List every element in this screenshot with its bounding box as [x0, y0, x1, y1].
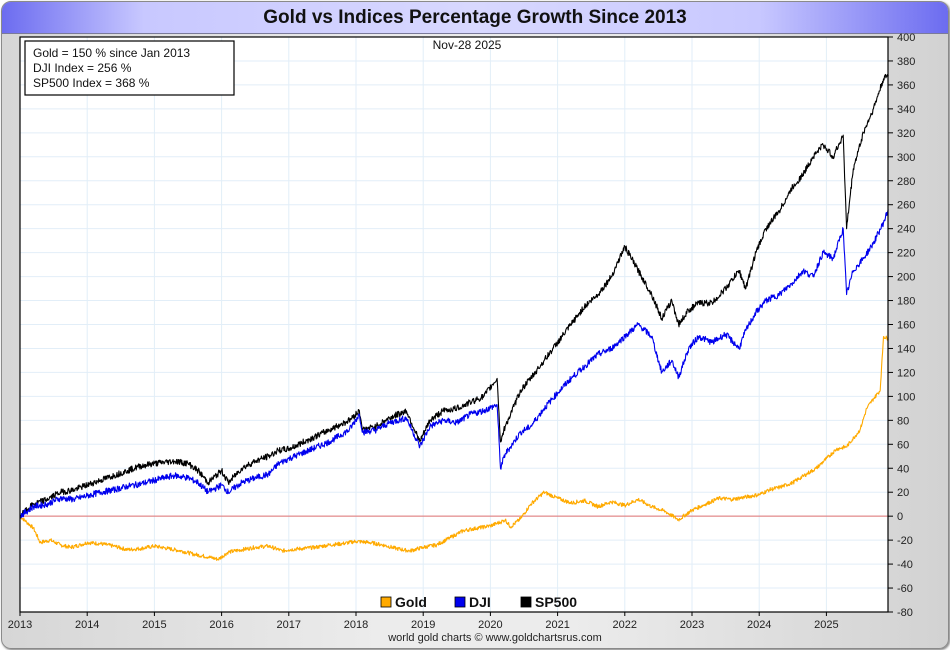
legend-label-sp500: SP500	[535, 594, 577, 610]
x-tick-label: 2013	[8, 619, 32, 631]
y-tick-label: 280	[897, 176, 915, 188]
legend-swatch-gold	[380, 596, 392, 608]
y-tick-label: 400	[897, 32, 915, 44]
x-axis: 2013 2014 2015 2016 2017 2018 2019 2020 2021 2022…	[8, 612, 839, 631]
legend-label-dji: DJI	[469, 594, 491, 610]
series-line-dji	[19, 209, 889, 519]
y-tick-label: -20	[897, 535, 913, 547]
legend-swatch-dji	[454, 596, 466, 608]
y-tick-label: 200	[897, 272, 915, 284]
series-group	[19, 73, 889, 562]
y-tick-label: 140	[897, 343, 915, 355]
y-tick-label: -60	[897, 583, 913, 595]
y-tick-label: 100	[897, 391, 915, 403]
y-tick-label: 240	[897, 224, 915, 236]
y-tick-label: 220	[897, 248, 915, 260]
y-tick-label: 380	[897, 56, 915, 68]
x-tick-label: 2023	[680, 619, 704, 631]
y-tick-label: 0	[897, 511, 903, 523]
x-tick-label: 2021	[545, 619, 569, 631]
y-tick-label: 360	[897, 80, 915, 92]
y-tick-label: 260	[897, 200, 915, 212]
x-tick-label: 2020	[478, 619, 502, 631]
y-tick-label: 80	[897, 415, 909, 427]
x-tick-label: 2015	[142, 619, 166, 631]
title-bar: Gold vs Indices Percentage Growth Since …	[2, 2, 948, 34]
x-tick-label: 2014	[75, 619, 99, 631]
series-line-sp500	[19, 73, 889, 518]
legend-swatch-sp500	[520, 596, 532, 608]
x-tick-label: 2024	[747, 619, 771, 631]
legend-item-sp500[interactable]: SP500	[520, 594, 577, 610]
x-tick-label: 2019	[411, 619, 435, 631]
y-tick-label: 160	[897, 320, 915, 332]
y-tick-label: -80	[897, 607, 913, 619]
y-tick-label: 180	[897, 296, 915, 308]
info-sp500: SP500 Index = 368 %	[33, 76, 150, 90]
series-line-gold	[19, 335, 889, 562]
info-box-frame	[24, 40, 235, 96]
legend-item-dji[interactable]: DJI	[454, 594, 491, 610]
legend-item-gold[interactable]: Gold	[380, 594, 427, 610]
y-tick-label: 320	[897, 128, 915, 140]
y-tick-label: -40	[897, 559, 913, 571]
legend: Gold DJI SP500	[380, 594, 577, 610]
footer-credit: world gold charts © www.goldchartsrus.co…	[387, 632, 602, 644]
x-tick-label: 2017	[277, 619, 301, 631]
y-tick-label: 20	[897, 487, 909, 499]
x-tick-label: 2016	[209, 619, 233, 631]
info-gold: Gold = 150 % since Jan 2013	[33, 46, 190, 60]
info-box: Gold = 150 % since Jan 2013 DJI Index = …	[24, 40, 235, 96]
info-dji: DJI Index = 256 %	[33, 61, 132, 75]
date-label: Nov-28 2025	[433, 38, 502, 52]
y-tick-label: 60	[897, 439, 909, 451]
y-tick-label: 40	[897, 463, 909, 475]
y-axis: 4003803603403203002802602402202001801601…	[888, 32, 915, 619]
y-tick-label: 340	[897, 104, 915, 116]
x-tick-label: 2025	[814, 619, 838, 631]
chart-title: Gold vs Indices Percentage Growth Since …	[263, 7, 687, 28]
x-tick-label: 2022	[613, 619, 637, 631]
legend-label-gold: Gold	[395, 594, 427, 610]
y-tick-label: 120	[897, 367, 915, 379]
x-tick-label: 2018	[344, 619, 368, 631]
y-tick-label: 300	[897, 152, 915, 164]
